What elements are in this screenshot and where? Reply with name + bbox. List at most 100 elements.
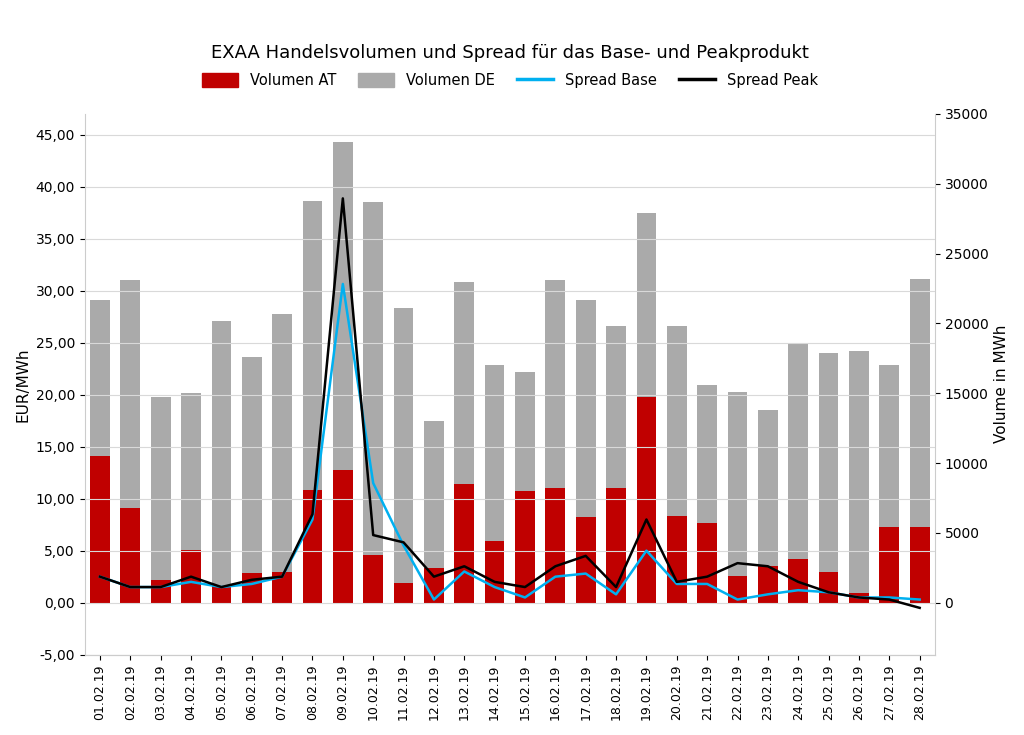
Spread Base — [853, 593, 865, 602]
Bar — [121, 280, 140, 603]
Spread Peak — [853, 593, 865, 602]
Spread Peak — [488, 578, 501, 587]
Spread Peak — [185, 573, 198, 581]
Spread Base — [610, 590, 623, 599]
Bar — [728, 392, 748, 603]
Bar — [151, 398, 171, 603]
Spread Peak — [458, 562, 470, 570]
Spread Base — [913, 595, 926, 604]
Spread Peak — [731, 559, 743, 567]
Spread Peak — [246, 576, 258, 584]
Bar — [697, 523, 717, 603]
Spread Peak — [428, 573, 440, 581]
Spread Peak — [367, 531, 379, 539]
Bar — [546, 280, 565, 603]
Spread Peak — [306, 510, 318, 519]
Bar — [515, 491, 535, 603]
Line: Spread Base: Spread Base — [100, 284, 920, 600]
Bar — [849, 593, 868, 603]
Bar — [303, 490, 323, 603]
Bar — [364, 202, 383, 603]
Spread Peak — [913, 603, 926, 612]
Bar — [424, 567, 443, 603]
Spread Base — [185, 578, 198, 587]
Bar — [575, 300, 596, 603]
Spread Base — [671, 579, 683, 588]
Bar — [697, 385, 717, 603]
Spread Base — [94, 573, 106, 581]
Bar — [90, 456, 110, 603]
Spread Base — [640, 546, 652, 555]
Bar — [819, 572, 839, 603]
Spread Base — [367, 478, 379, 487]
Spread Base — [488, 583, 501, 592]
Spread Peak — [671, 578, 683, 587]
Y-axis label: Volume in MWh: Volume in MWh — [994, 325, 1009, 443]
Title: EXAA Handelsvolumen und Spread für das Base- und Peakprodukt: EXAA Handelsvolumen und Spread für das B… — [211, 44, 809, 62]
Spread Base — [580, 569, 592, 578]
Bar — [333, 142, 352, 603]
Line: Spread Peak: Spread Peak — [100, 198, 920, 608]
Bar — [606, 326, 626, 603]
Bar — [546, 488, 565, 603]
Spread Peak — [610, 583, 623, 592]
Bar — [455, 484, 474, 603]
Spread Base — [549, 573, 561, 581]
Spread Base — [458, 567, 470, 576]
Spread Peak — [215, 583, 227, 592]
Spread Base — [701, 579, 714, 588]
Spread Base — [337, 279, 349, 288]
Bar — [272, 314, 292, 603]
Bar — [575, 517, 596, 603]
Bar — [303, 201, 323, 603]
Bar — [849, 351, 868, 603]
Bar — [455, 282, 474, 603]
Y-axis label: EUR/MWh: EUR/MWh — [15, 347, 30, 422]
Bar — [484, 365, 505, 603]
Spread Base — [246, 579, 258, 588]
Spread Base — [276, 573, 289, 581]
Bar — [880, 527, 899, 603]
Bar — [788, 344, 808, 603]
Bar — [212, 320, 231, 603]
Spread Peak — [762, 562, 774, 570]
Legend: Volumen AT, Volumen DE, Spread Base, Spread Peak: Volumen AT, Volumen DE, Spread Base, Spr… — [196, 67, 824, 94]
Spread Peak — [883, 595, 895, 604]
Bar — [484, 541, 505, 603]
Spread Base — [822, 588, 835, 597]
Bar — [909, 527, 930, 603]
Spread Peak — [337, 194, 349, 203]
Bar — [515, 372, 535, 603]
Bar — [667, 326, 687, 603]
Bar — [393, 308, 414, 603]
Spread Base — [306, 515, 318, 524]
Bar — [151, 581, 171, 603]
Bar — [212, 586, 231, 603]
Spread Peak — [397, 538, 410, 547]
Bar — [424, 421, 443, 603]
Spread Peak — [124, 583, 136, 592]
Bar — [242, 357, 261, 603]
Bar — [181, 393, 201, 603]
Spread Base — [731, 595, 743, 604]
Spread Peak — [822, 588, 835, 597]
Spread Peak — [793, 578, 805, 587]
Bar — [758, 567, 778, 603]
Spread Peak — [640, 515, 652, 524]
Bar — [364, 555, 383, 603]
Bar — [909, 279, 930, 603]
Spread Base — [428, 595, 440, 604]
Bar — [181, 550, 201, 603]
Spread Base — [883, 593, 895, 602]
Bar — [728, 576, 748, 603]
Spread Base — [397, 541, 410, 550]
Spread Peak — [580, 551, 592, 560]
Bar — [272, 572, 292, 603]
Bar — [637, 213, 656, 603]
Spread Peak — [276, 573, 289, 581]
Spread Peak — [155, 583, 167, 592]
Spread Peak — [94, 573, 106, 581]
Spread Peak — [519, 583, 531, 592]
Bar — [606, 488, 626, 603]
Bar — [637, 398, 656, 603]
